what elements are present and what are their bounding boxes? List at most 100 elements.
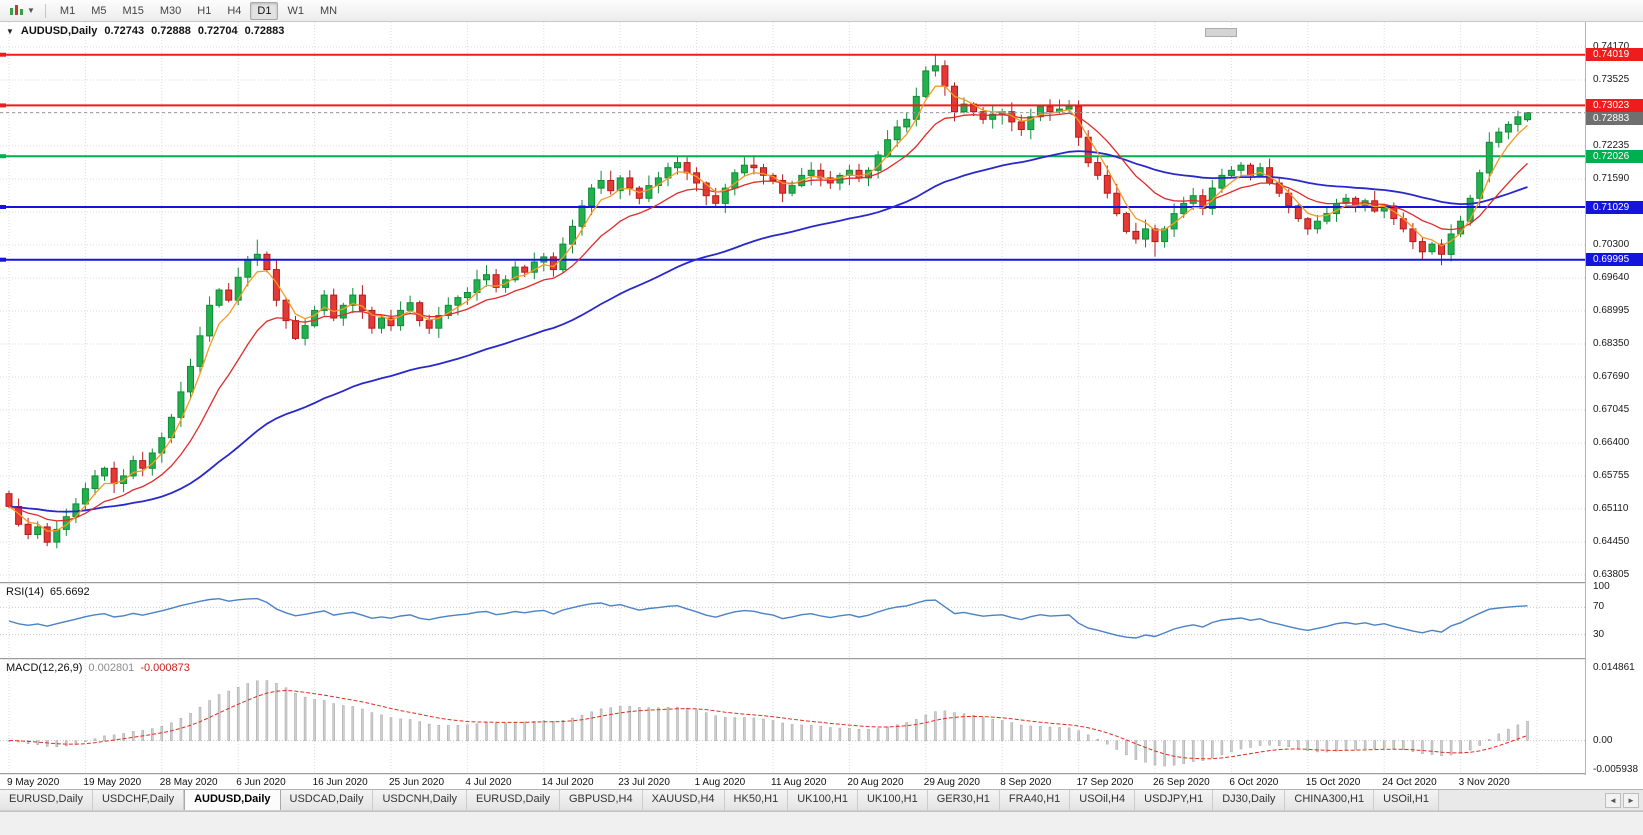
- chart-tab-eurusd-daily[interactable]: EURUSD,Daily: [0, 790, 93, 810]
- date-axis-label: 20 Aug 2020: [847, 777, 904, 788]
- chart-tab-xauusd-h4[interactable]: XAUUSD,H4: [642, 790, 725, 810]
- chart-collapse-icon[interactable]: ▼: [6, 26, 14, 36]
- date-axis-label: 14 Jul 2020: [541, 777, 594, 788]
- chart-tab-bar: EURUSD,Daily USDCHF,Daily AUDUSD,Daily USDC…: [0, 790, 1643, 811]
- ohlc-close: 0.72883: [244, 25, 285, 37]
- price-axis-tick: 0.66400: [1593, 437, 1630, 448]
- timeframe-button-h4[interactable]: H4: [227, 4, 242, 17]
- macd-signal-line: [8, 689, 1528, 760]
- chart-tab-china300-h1[interactable]: CHINA300,H1: [1285, 790, 1375, 810]
- rsi-axis-tick: 70: [1593, 601, 1605, 613]
- pane-divider[interactable]: [0, 773, 1643, 775]
- candles-layer: [5, 53, 1531, 549]
- price-axis-tick: 0.72235: [1593, 140, 1630, 151]
- chart-tab-usdcnh-daily[interactable]: USDCNH,Daily: [373, 790, 468, 810]
- date-axis-label: 1 Aug 2020: [694, 777, 746, 788]
- price-axis-tick: 0.71590: [1593, 173, 1630, 184]
- price-axis-tick: 0.67690: [1593, 371, 1630, 382]
- price-level-badge: 0.74019: [1586, 48, 1643, 62]
- macd-axis-tick: 0.00: [1593, 734, 1613, 746]
- macd-main-value: 0.002801: [88, 662, 135, 674]
- timeframe-button-mn[interactable]: MN: [319, 4, 338, 17]
- chart-tab-usdjpy-h1[interactable]: USDJPY,H1: [1135, 790, 1214, 810]
- chart-tab-usoil-h4[interactable]: USOil,H4: [1070, 790, 1136, 810]
- chart-tab-hk50-h1[interactable]: HK50,H1: [724, 790, 789, 810]
- price-axis-tick: 0.65755: [1593, 470, 1630, 481]
- price-axis[interactable]: 0.741700.735250.728800.722350.715900.709…: [1585, 22, 1643, 775]
- date-axis-label: 9 May 2020: [7, 777, 60, 788]
- timeframe-button-d1[interactable]: D1: [250, 1, 279, 20]
- rsi-axis-tick: 30: [1593, 628, 1605, 640]
- macd-axis-tick: -0.005938: [1593, 763, 1639, 775]
- date-axis-label: 8 Sep 2020: [1000, 777, 1052, 788]
- timeframe-button-m5[interactable]: M5: [91, 4, 107, 17]
- price-axis-tick: 0.68350: [1593, 338, 1630, 349]
- macd-axis-tick: 0.014861: [1593, 661, 1635, 673]
- price-axis-tick: 0.64450: [1593, 536, 1630, 547]
- macd-signal-value: -0.000873: [140, 662, 190, 674]
- price-axis-tick: 0.65110: [1593, 503, 1629, 514]
- date-axis-label: 6 Jun 2020: [236, 777, 286, 788]
- grid-layer: [0, 22, 1585, 582]
- price-level-badge: 0.72026: [1586, 149, 1643, 163]
- chart-tab-fra40-h1[interactable]: FRA40,H1: [999, 790, 1071, 810]
- price-chart-pane[interactable]: ▼ AUDUSD,Daily 0.72743 0.72888 0.72704 0…: [0, 22, 1585, 582]
- chart-symbol-period: AUDUSD,Daily: [20, 25, 98, 37]
- chart-scrollbar-thumb[interactable]: [1205, 28, 1237, 37]
- date-axis-label: 23 Jul 2020: [618, 777, 670, 788]
- ohlc-open: 0.72743: [104, 25, 145, 37]
- chart-tab-dj30-daily[interactable]: DJ30,Daily: [1213, 790, 1286, 810]
- tab-scroll-buttons: ◄ ►: [1601, 790, 1643, 811]
- date-axis-label: 3 Nov 2020: [1458, 777, 1510, 788]
- chart-tab-uk100-h1[interactable]: UK100,H1: [788, 790, 858, 810]
- ohlc-low: 0.72704: [197, 25, 238, 37]
- chart-periods-icon[interactable]: ▼: [5, 3, 39, 18]
- pane-divider[interactable]: [0, 658, 1643, 660]
- price-axis-tick: 0.63805: [1593, 569, 1630, 580]
- date-axis-label: 26 Sep 2020: [1153, 777, 1210, 788]
- timeframe-button-w1[interactable]: W1: [287, 4, 304, 17]
- timeframe-button-m15[interactable]: M15: [122, 4, 144, 17]
- rsi-canvas: [0, 584, 1585, 658]
- chart-tab-uk100-h1[interactable]: UK100,H1: [857, 790, 928, 810]
- timeframe-button-m30[interactable]: M30: [159, 4, 182, 17]
- chart-tab-audusd-daily[interactable]: AUDUSD,Daily: [184, 790, 281, 810]
- macd-indicator-pane[interactable]: MACD(12,26,9) 0.002801 -0.000873: [0, 660, 1585, 773]
- price-axis-tick: 0.73525: [1593, 74, 1630, 85]
- price-axis-tick: 0.67045: [1593, 404, 1630, 415]
- timeframe-button-h1[interactable]: H1: [197, 4, 212, 17]
- price-level-badge: 0.69995: [1586, 253, 1643, 267]
- horizontal-level-lines[interactable]: [0, 52, 1585, 262]
- chart-tab-usoil-h1[interactable]: USOil,H1: [1374, 790, 1439, 810]
- chart-tab-usdchf-daily[interactable]: USDCHF,Daily: [92, 790, 185, 810]
- date-axis-label: 19 May 2020: [83, 777, 142, 788]
- chart-title: ▼ AUDUSD,Daily 0.72743 0.72888 0.72704 0…: [6, 25, 284, 37]
- rsi-indicator-pane[interactable]: RSI(14) 65.6692: [0, 584, 1585, 658]
- rsi-axis-tick: 100: [1593, 581, 1610, 592]
- pane-divider[interactable]: [0, 582, 1643, 584]
- price-level-badge: 0.73023: [1586, 98, 1643, 112]
- macd-canvas: [0, 660, 1585, 773]
- chart-tab-ger30-h1[interactable]: GER30,H1: [927, 790, 1000, 810]
- chart-tab-usdcad-daily[interactable]: USDCAD,Daily: [280, 790, 374, 810]
- status-strip: [0, 811, 1643, 835]
- price-level-badge: 0.71029: [1586, 200, 1643, 214]
- time-axis[interactable]: 9 May 2020 19 May 2020 28 May 2020 6 Jun 20…: [0, 775, 1643, 790]
- toolbar-separator: [44, 3, 46, 18]
- tabs-scroll-left-button[interactable]: ◄: [1605, 792, 1621, 808]
- rsi-name: RSI(14): [6, 586, 44, 598]
- mini-chart-icon: [10, 5, 23, 15]
- timeframe-toolbar: ▼ M1 M5 M15 M30 H1 H4 D1 W1 MN: [0, 0, 1643, 22]
- price-axis-tick: 0.68995: [1593, 305, 1630, 316]
- macd-name: MACD(12,26,9): [6, 662, 83, 674]
- date-axis-label: 17 Sep 2020: [1076, 777, 1134, 788]
- price-chart-canvas[interactable]: [0, 22, 1585, 582]
- timeframe-button-m1[interactable]: M1: [59, 4, 76, 17]
- price-axis-tick: 0.74170: [1593, 41, 1630, 52]
- date-axis-label: 4 Jul 2020: [465, 777, 512, 788]
- rsi-indicator-label: RSI(14) 65.6692: [6, 586, 90, 598]
- rsi-line: [8, 597, 1528, 639]
- chart-tab-gbpusd-h4[interactable]: GBPUSD,H4: [560, 790, 643, 810]
- chart-tab-eurusd-daily[interactable]: EURUSD,Daily: [467, 790, 560, 810]
- tabs-scroll-right-button[interactable]: ►: [1623, 792, 1639, 808]
